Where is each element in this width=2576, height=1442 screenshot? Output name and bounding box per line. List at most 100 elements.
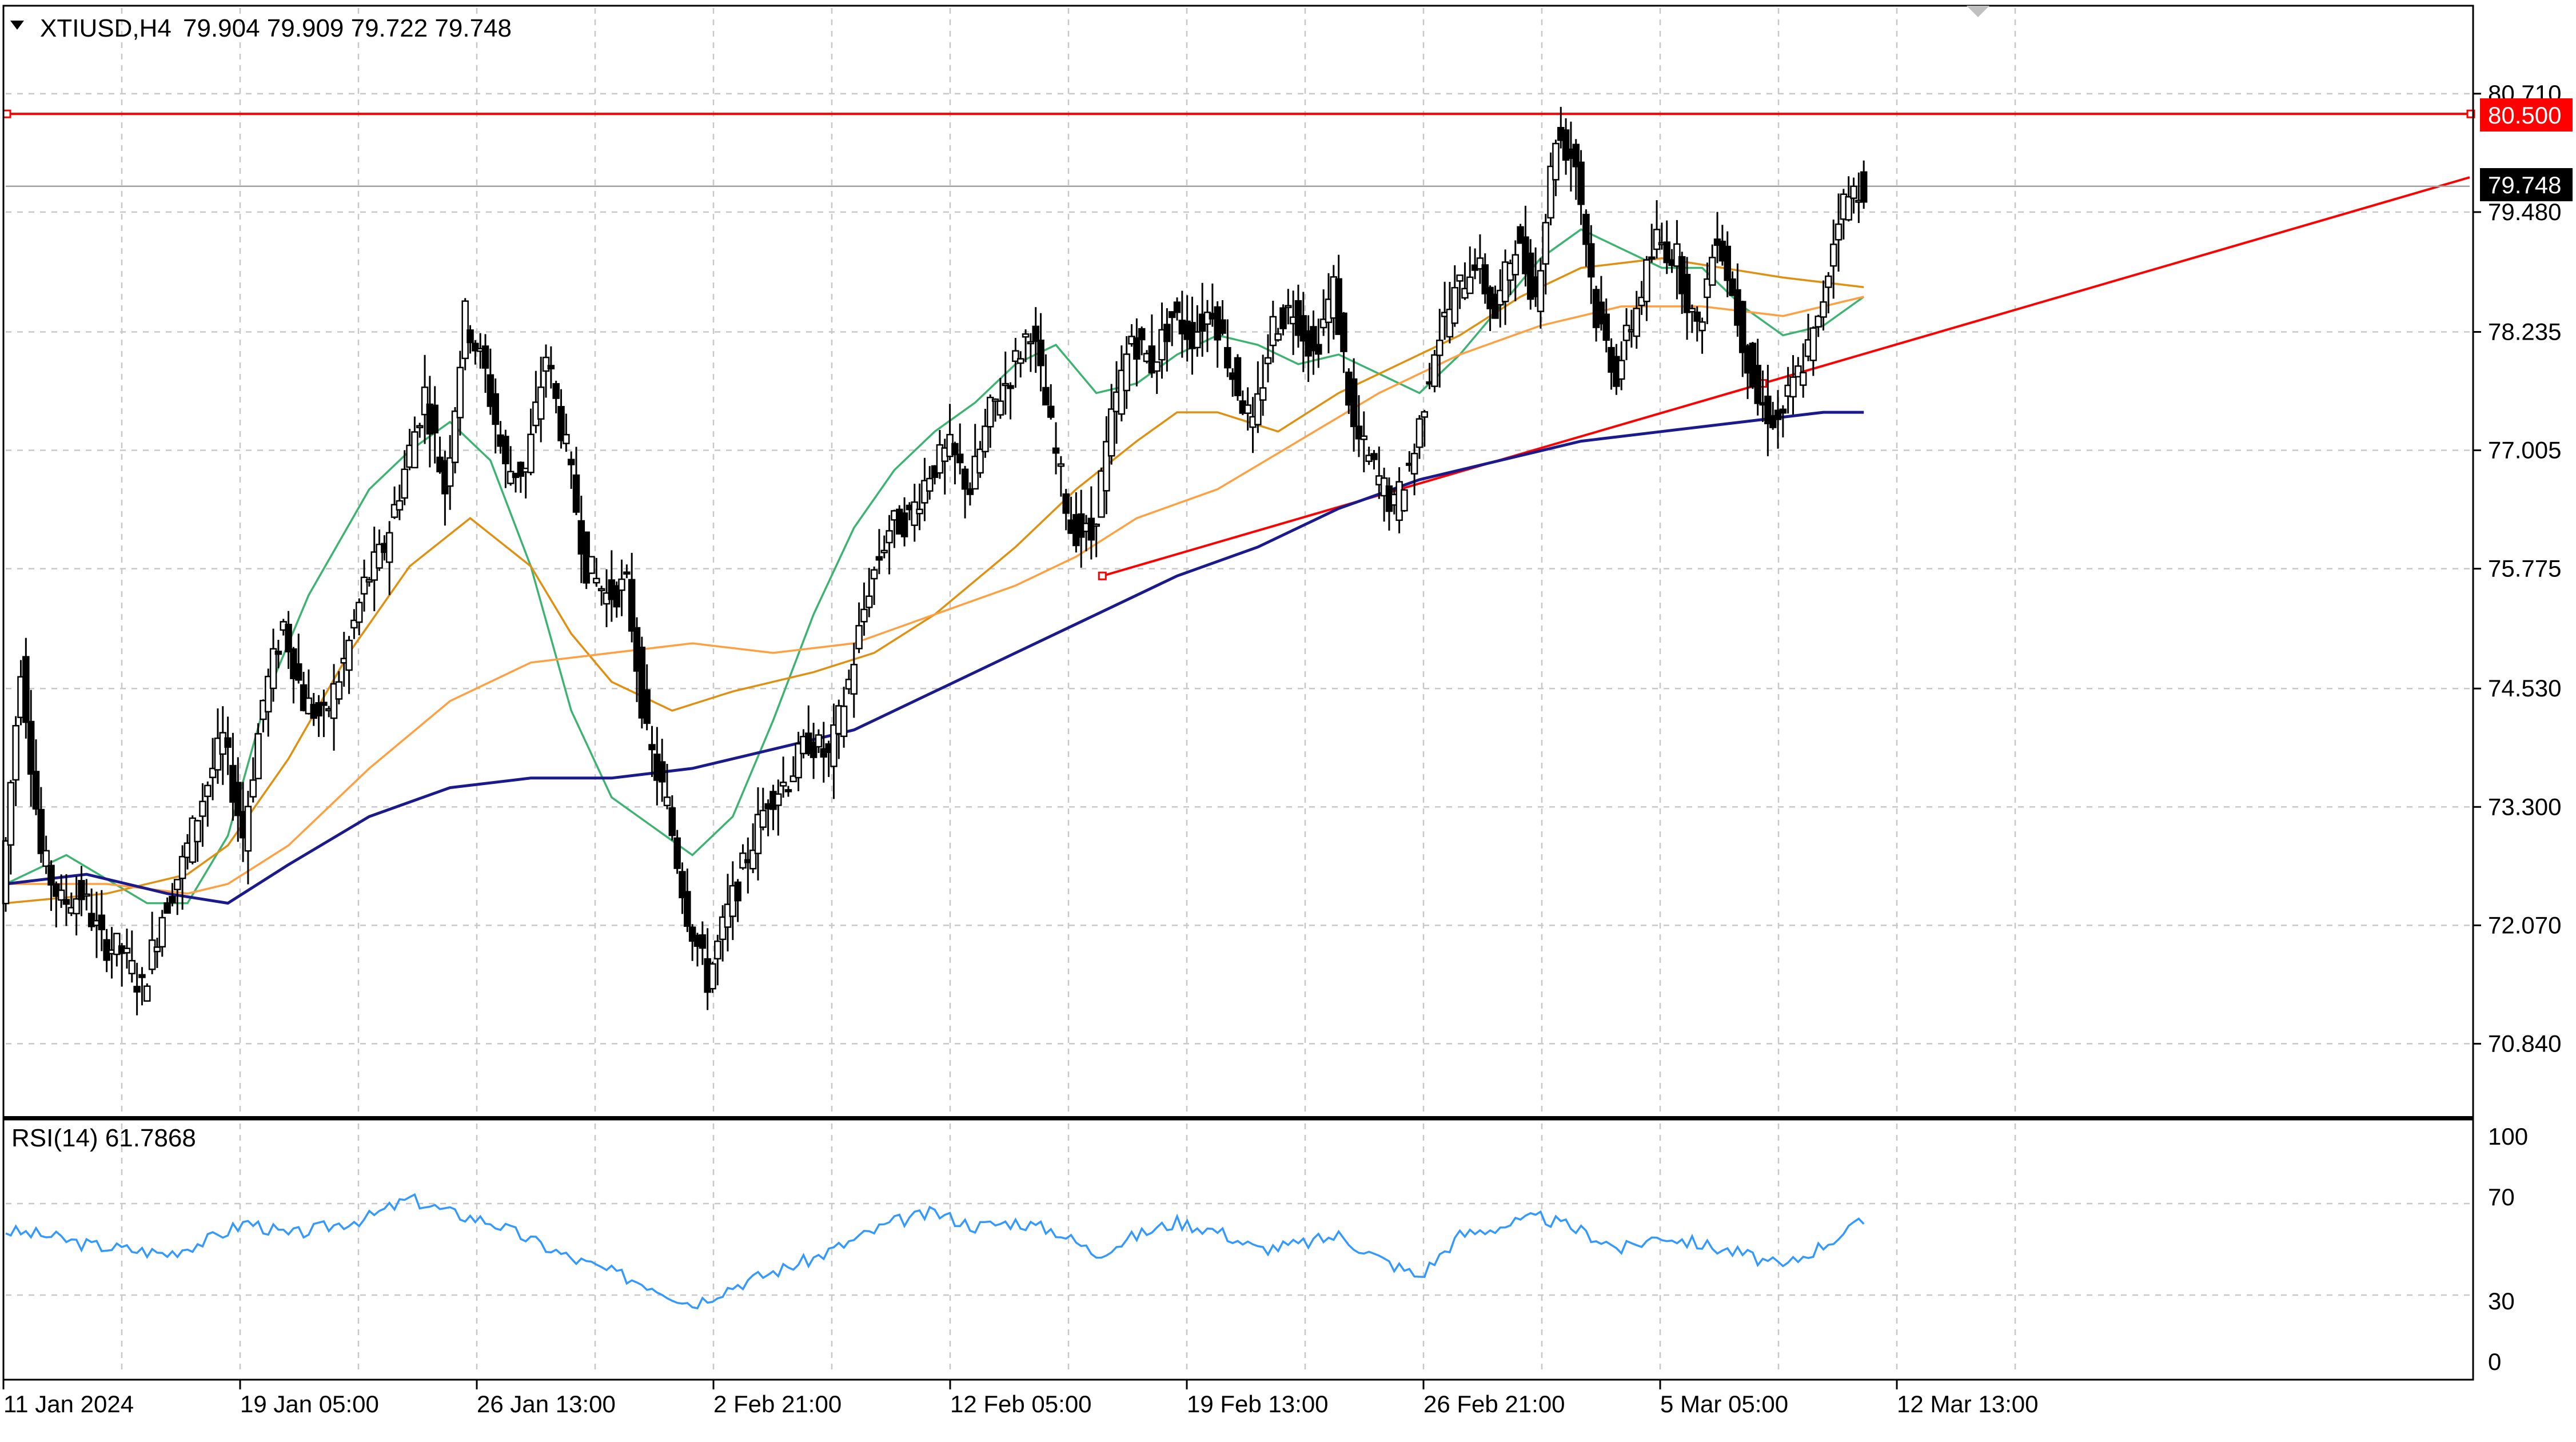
candle-body [481,345,489,369]
candle-body [1087,517,1095,541]
candle-body [1107,408,1115,457]
candle-body [128,959,136,974]
candle-body [886,530,893,544]
candle-body [1688,308,1696,313]
candle-body [113,933,121,955]
candle-body [133,986,141,993]
candle-body [643,689,651,724]
candle-body [1456,274,1464,282]
candle-body [12,724,19,781]
candle-body [880,549,888,553]
rsi-line-group [5,1193,1865,1310]
candle-body [451,410,459,463]
candle-body [1663,241,1670,264]
time-tick-label: 11 Jan 2024 [3,1391,134,1417]
candle-body [472,342,479,352]
candle-body [1481,264,1489,294]
candle-body [1254,393,1262,425]
candle-body [1335,278,1342,335]
candle-body [330,683,338,719]
shift-marker-icon[interactable] [1967,6,1989,17]
candle-body [986,396,994,428]
candle-body [1820,301,1827,318]
candle-body [1809,327,1817,361]
candle-body [789,775,797,783]
candle-body [1815,315,1822,328]
price-tick-label: 79.480 [2488,198,2561,225]
candle-body [552,383,560,399]
candle-body [1057,463,1065,467]
candle-body [456,367,464,419]
candle-body [1850,185,1857,199]
candle-body [1052,447,1060,454]
candle-body [900,512,908,537]
candle-body [32,771,40,810]
candle-body [542,356,550,372]
candle-body [1092,523,1100,527]
candle-body [613,585,620,608]
candle-body [1158,329,1166,361]
rsi-line [5,1193,1865,1310]
time-tick-label: 12 Feb 05:00 [950,1391,1092,1417]
candle-body [1633,308,1640,337]
candle-body [1027,341,1035,345]
price-tick-label: 75.775 [2488,555,2561,582]
candle-body [840,706,848,738]
rsi-level-30: 30 [2488,1288,2515,1314]
candle-body [860,608,868,623]
rsi-panel-border [2,1118,2474,1381]
candle-body [1622,324,1630,341]
candle-body [875,556,883,561]
candle-body [1269,316,1277,346]
ohlc-values: 79.904 79.909 79.722 79.748 [183,14,512,42]
candle-body [527,433,535,473]
candle-body [1370,453,1378,460]
candle-body [1016,358,1024,364]
candle-body [178,855,186,879]
candle-body [1517,226,1524,244]
candle-body [567,459,575,465]
candle-body [1492,293,1499,319]
candle-body [7,782,15,846]
candle-body [1537,270,1545,312]
candle-body [1799,372,1807,386]
candle-body [487,374,495,407]
time-tick-label: 19 Jan 05:00 [240,1391,379,1417]
candle-body [537,387,545,420]
candle-body [1547,165,1554,219]
candle-body [360,576,368,595]
candle-body [1572,144,1580,168]
candle-body [1587,243,1595,278]
time-tick-label: 2 Feb 21:00 [713,1391,842,1417]
candle-body [138,974,146,978]
candle-body [320,702,328,706]
candles [2,106,1868,1015]
candle-body [390,504,398,518]
candle-body [1098,470,1105,518]
candle-body [597,588,605,592]
candle-body [775,793,782,806]
candle-body [628,579,636,632]
candle-body [1779,408,1787,414]
candle-body [719,916,727,941]
candle-body [663,796,671,806]
symbol-dropdown-icon[interactable] [10,21,24,30]
candle-body [78,879,85,901]
candle-body [1350,378,1358,428]
current-price-tag [2480,168,2573,201]
candle-body [1062,493,1070,514]
candle-body [815,734,823,748]
candle-body [1738,301,1746,353]
candle-body [1653,229,1661,250]
candle-body [563,433,570,444]
symbol-label[interactable]: XTIUSD,H4 [40,14,172,42]
candle-body [315,702,322,717]
candle-body [668,807,676,836]
candle-body [1708,257,1716,286]
candle-body [73,898,80,915]
candle-body [1795,365,1802,378]
candle-body [1754,365,1761,404]
candle-body [1476,257,1484,270]
candle-body [1133,337,1141,360]
candle-body [1648,256,1656,260]
